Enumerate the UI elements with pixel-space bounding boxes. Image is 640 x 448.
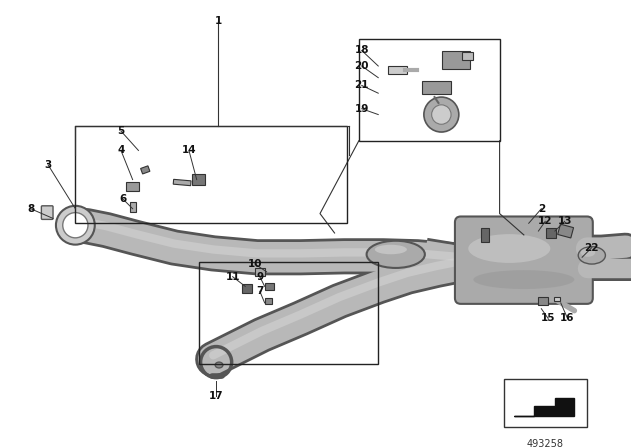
Bar bbox=[130, 202, 136, 211]
Ellipse shape bbox=[367, 241, 425, 268]
Text: 8: 8 bbox=[27, 204, 35, 214]
Ellipse shape bbox=[215, 362, 223, 368]
Bar bbox=[546, 228, 556, 238]
Bar bbox=[255, 268, 265, 276]
Bar bbox=[538, 297, 548, 305]
Bar bbox=[76, 126, 347, 223]
Bar bbox=[422, 81, 451, 94]
Bar bbox=[481, 228, 489, 242]
Text: 16: 16 bbox=[560, 314, 575, 323]
Text: 19: 19 bbox=[355, 104, 369, 114]
Text: 22: 22 bbox=[584, 242, 599, 253]
Bar bbox=[557, 224, 573, 238]
FancyBboxPatch shape bbox=[455, 216, 593, 304]
Ellipse shape bbox=[578, 246, 605, 264]
Text: 9: 9 bbox=[256, 271, 264, 282]
Ellipse shape bbox=[474, 270, 574, 289]
Text: 5: 5 bbox=[117, 126, 125, 136]
Bar bbox=[126, 181, 140, 191]
Text: 15: 15 bbox=[541, 314, 556, 323]
Circle shape bbox=[431, 105, 451, 124]
Bar bbox=[141, 166, 150, 174]
Bar bbox=[461, 52, 474, 60]
Text: 1: 1 bbox=[214, 17, 221, 26]
Text: 10: 10 bbox=[248, 259, 262, 269]
Circle shape bbox=[424, 97, 459, 132]
FancyBboxPatch shape bbox=[42, 206, 53, 220]
Text: 17: 17 bbox=[209, 391, 223, 401]
Ellipse shape bbox=[468, 234, 550, 263]
Bar bbox=[388, 66, 408, 74]
Bar bbox=[265, 283, 274, 290]
Text: 2: 2 bbox=[538, 204, 545, 214]
Bar bbox=[192, 174, 205, 185]
Bar bbox=[504, 379, 587, 427]
Text: 12: 12 bbox=[538, 216, 552, 226]
Circle shape bbox=[63, 213, 88, 238]
Text: 20: 20 bbox=[355, 61, 369, 71]
Circle shape bbox=[56, 206, 95, 245]
Text: 493258: 493258 bbox=[527, 439, 564, 448]
Bar bbox=[554, 297, 560, 301]
Text: 7: 7 bbox=[256, 286, 264, 296]
Text: 21: 21 bbox=[355, 81, 369, 90]
Bar bbox=[442, 52, 470, 69]
Text: 11: 11 bbox=[225, 271, 240, 282]
Text: 4: 4 bbox=[117, 146, 125, 155]
Ellipse shape bbox=[375, 245, 407, 254]
Polygon shape bbox=[514, 398, 574, 415]
Text: 18: 18 bbox=[355, 46, 369, 56]
Text: 14: 14 bbox=[182, 146, 196, 155]
Ellipse shape bbox=[580, 248, 595, 257]
Bar bbox=[173, 179, 191, 185]
Bar bbox=[243, 284, 252, 293]
Text: 13: 13 bbox=[557, 216, 572, 226]
Bar bbox=[359, 39, 500, 141]
Text: 6: 6 bbox=[119, 194, 127, 204]
Bar bbox=[265, 297, 273, 304]
Text: 3: 3 bbox=[45, 160, 52, 170]
Bar bbox=[198, 262, 378, 364]
